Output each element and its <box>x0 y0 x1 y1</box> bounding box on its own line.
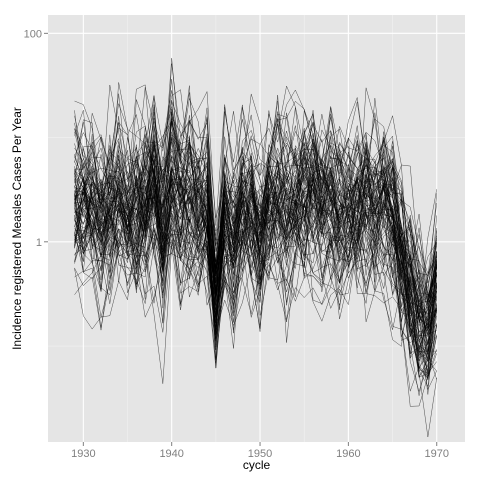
series-line <box>74 126 437 328</box>
series-line <box>74 168 437 407</box>
series-line <box>74 84 437 359</box>
series-line <box>74 93 437 324</box>
series-line <box>74 97 437 354</box>
series-line <box>74 106 437 337</box>
x-tick-label: 1940 <box>159 448 183 460</box>
axes: 1930 1940 1950 1960 1970 1 100 <box>24 28 449 460</box>
x-tick-label: 1960 <box>336 448 360 460</box>
series-line <box>74 99 437 321</box>
series-line <box>74 57 437 326</box>
x-tick-label: 1930 <box>71 448 95 460</box>
y-tick-label: 1 <box>36 237 42 249</box>
series-line <box>74 93 437 381</box>
x-tick-label: 1970 <box>424 448 448 460</box>
series-line <box>74 144 437 356</box>
x-axis-title: cycle <box>243 458 271 472</box>
series-line <box>74 87 437 359</box>
y-tick-label: 100 <box>24 28 42 40</box>
y-axis-title: Incidence registered Measles Cases Per Y… <box>10 107 24 350</box>
series-line <box>74 141 437 355</box>
series-line <box>74 138 437 374</box>
series-line <box>74 103 437 379</box>
series-group <box>74 57 437 438</box>
series-line <box>74 183 437 369</box>
series-line <box>74 91 437 298</box>
series-line <box>74 136 437 369</box>
x-tick-label: 1950 <box>248 448 272 460</box>
